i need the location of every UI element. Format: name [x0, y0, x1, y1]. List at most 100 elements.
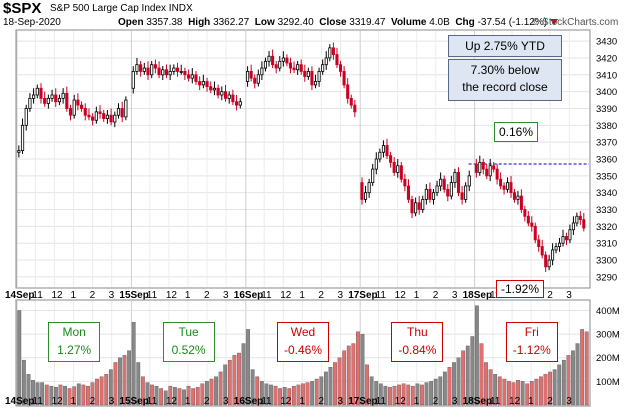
candle-down — [65, 92, 69, 109]
day-change-box: Thu -0.84% — [391, 322, 444, 362]
candle-down — [495, 168, 499, 180]
volume-bar-down — [511, 382, 516, 406]
volume-bar-up — [17, 310, 22, 406]
candle-up — [201, 81, 205, 86]
close-value: 3319.47 — [349, 17, 386, 28]
candle-up — [551, 249, 555, 261]
candle-down — [481, 161, 485, 170]
time-tick-label-volume: 1 — [71, 396, 77, 407]
time-tick-label: 16Sep — [234, 290, 263, 301]
candle-down — [109, 114, 113, 123]
volume-bar-down — [195, 387, 200, 406]
volume-bar-down — [516, 380, 520, 406]
time-tick-label-volume: 3 — [337, 396, 343, 407]
volume-bar-down — [86, 385, 90, 406]
volume-bar-up — [438, 376, 443, 406]
volume-bar-up — [429, 381, 434, 406]
time-tick-label: 1 — [299, 290, 305, 301]
time-tick-label-volume: 15Sep — [119, 396, 148, 407]
candle-down — [231, 94, 235, 103]
volume-bar-up — [118, 357, 122, 406]
candle-down — [499, 178, 503, 187]
candle-up — [324, 57, 328, 66]
volume-bar-up — [35, 382, 40, 406]
candle-down — [406, 185, 411, 200]
volume-bar-up — [223, 364, 228, 406]
time-tick-label: 11 — [32, 290, 43, 301]
candle-down — [331, 47, 335, 55]
day-name: Fri — [524, 325, 539, 339]
candle-up — [414, 202, 418, 214]
candle-down — [198, 81, 202, 86]
candle-up — [313, 81, 318, 86]
day-change-value: 1.27% — [57, 343, 92, 357]
volume-bar-down — [351, 343, 356, 406]
volume-bar-up — [246, 329, 250, 406]
candle-down — [410, 199, 414, 214]
volume-value: 4.0B — [429, 17, 450, 28]
time-tick-label-volume: 3 — [566, 396, 572, 407]
volume-bar-down — [301, 383, 305, 406]
chg-label: Chg — [455, 17, 475, 28]
candle-down — [39, 87, 43, 99]
candle-up — [421, 199, 425, 210]
candle-down — [209, 86, 213, 91]
candle-down — [68, 108, 73, 116]
volume-bar-down — [342, 350, 347, 406]
time-tick-label-volume: 3 — [452, 396, 458, 407]
open-value: 3357.38 — [146, 17, 183, 28]
candle-up — [61, 92, 65, 99]
candle-up — [135, 64, 139, 72]
volume-bar-down — [273, 385, 278, 406]
candle-up — [561, 236, 565, 244]
candle-down — [83, 108, 87, 116]
time-tick-label: 1 — [414, 290, 420, 301]
candle-up — [124, 99, 128, 118]
candle-up — [396, 165, 400, 173]
price-tick-label: 3410 — [596, 70, 617, 81]
candle-down — [346, 84, 350, 99]
price-tick-label: 3390 — [596, 104, 617, 115]
candle-up — [367, 182, 371, 194]
volume-bar-down — [305, 382, 310, 406]
price-tick-label: 3340 — [596, 188, 617, 199]
volume-bar-up — [21, 359, 26, 406]
volume-bar-down — [237, 352, 241, 406]
volume-bar-down — [58, 384, 63, 406]
day-change-value: -0.46% — [283, 343, 323, 357]
candle-down — [502, 185, 506, 190]
time-tick-label-volume: 12 — [509, 396, 521, 407]
candle-down — [474, 163, 478, 173]
volume-bar-up — [172, 387, 177, 406]
candle-down — [460, 192, 464, 200]
candle-down — [519, 195, 523, 210]
candle-down — [509, 182, 513, 194]
candle-up — [131, 71, 135, 89]
candle-down — [544, 254, 548, 268]
candle-up — [317, 71, 321, 82]
candle-down — [303, 71, 307, 77]
candle-down — [157, 67, 161, 76]
price-tick-label: 3320 — [596, 222, 617, 233]
time-tick-label-volume: 12 — [166, 396, 178, 407]
time-tick-label: 11 — [490, 290, 501, 301]
volume-bar-up — [49, 385, 54, 406]
volume-bar-up — [205, 381, 209, 406]
time-tick-label-volume: 11 — [376, 396, 387, 407]
candle-up — [281, 57, 285, 62]
candle-down — [456, 172, 461, 194]
candle-down — [335, 54, 339, 66]
candle-up — [516, 195, 520, 200]
price-tick-label: 3350 — [596, 171, 617, 182]
candle-down — [299, 64, 303, 72]
chg-value: -37.54 (-1.12%) — [477, 17, 548, 28]
candle-up — [94, 111, 98, 121]
time-tick-label: 3 — [452, 290, 458, 301]
candle-down — [392, 161, 396, 173]
candle-down — [285, 57, 289, 64]
time-tick-label: 3 — [566, 290, 572, 301]
day-name: Wed — [290, 325, 316, 339]
volume-bar-up — [163, 390, 168, 406]
volume-bar-down — [584, 331, 589, 406]
day-change-value: -1.12% — [512, 343, 551, 357]
